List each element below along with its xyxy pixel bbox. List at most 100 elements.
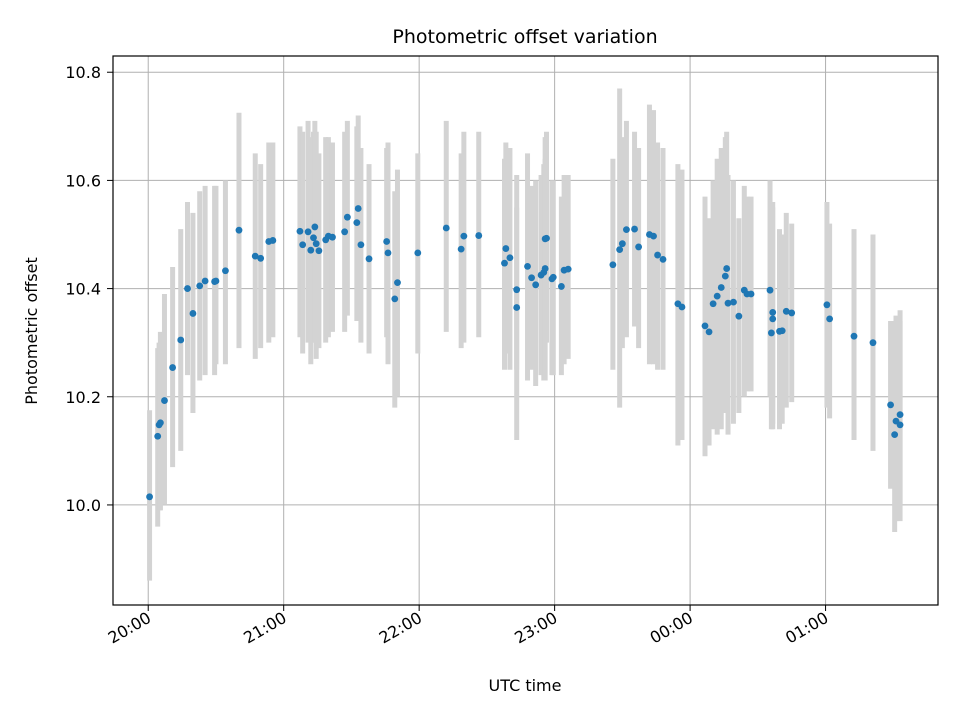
data-point <box>304 228 312 236</box>
data-point <box>869 339 877 347</box>
data-point <box>887 401 894 409</box>
data-point <box>460 232 468 240</box>
data-point <box>394 279 401 287</box>
data-point <box>354 205 362 212</box>
data-point <box>257 254 265 262</box>
data-point <box>329 233 336 241</box>
data-point <box>721 272 729 280</box>
data-point <box>532 281 540 289</box>
y-tick-label: 10.6 <box>65 171 101 190</box>
data-point <box>659 255 667 263</box>
data-point <box>184 285 191 292</box>
data-point <box>766 286 774 294</box>
data-point <box>307 246 315 254</box>
data-point <box>705 328 713 336</box>
data-point <box>896 421 904 429</box>
data-point <box>769 315 777 323</box>
plot-frame <box>112 55 939 606</box>
data-point <box>513 286 521 294</box>
data-point <box>146 493 153 501</box>
data-point <box>778 327 786 335</box>
data-point <box>635 243 643 251</box>
y-axis-label: Photometric offset <box>22 257 41 405</box>
data-point <box>609 261 617 269</box>
data-point <box>414 249 422 257</box>
data-point <box>723 265 731 272</box>
data-point <box>709 300 717 308</box>
y-tick-label: 10.8 <box>65 63 101 82</box>
data-point <box>767 329 775 337</box>
data-point <box>823 301 831 309</box>
x-axis-label: UTC time <box>489 676 562 695</box>
data-point <box>730 298 737 306</box>
data-point <box>391 295 399 303</box>
data-point <box>189 310 197 317</box>
data-point <box>177 336 185 344</box>
data-point <box>747 290 755 298</box>
data-point <box>654 251 661 259</box>
data-point <box>782 307 790 315</box>
data-point <box>357 241 365 249</box>
data-point <box>501 259 508 267</box>
data-point <box>528 274 535 282</box>
data-point <box>365 255 373 263</box>
data-point <box>506 254 514 262</box>
chart-title: Photometric offset variation <box>392 26 657 48</box>
data-point <box>154 432 162 440</box>
data-point <box>353 219 361 226</box>
data-points <box>146 205 904 501</box>
data-point <box>896 411 904 419</box>
data-point <box>201 277 209 285</box>
data-point <box>850 332 858 340</box>
data-point <box>169 364 177 371</box>
data-point <box>384 249 392 257</box>
data-point <box>315 247 323 255</box>
data-point <box>891 431 899 439</box>
data-point <box>269 237 277 244</box>
data-point <box>222 267 229 275</box>
data-point <box>616 246 624 254</box>
data-point <box>557 283 565 290</box>
data-point <box>618 240 626 248</box>
y-axis-ticks: 10.0 10.2 10.4 10.6 10.8 <box>65 63 113 515</box>
data-point <box>543 234 550 242</box>
data-point <box>724 299 732 307</box>
data-point <box>212 277 220 285</box>
data-point <box>296 227 304 235</box>
data-point <box>251 252 259 260</box>
data-point <box>383 238 391 245</box>
data-point <box>631 225 638 233</box>
data-point <box>196 282 204 290</box>
data-point <box>826 315 834 323</box>
data-point <box>311 223 319 231</box>
data-point <box>623 226 630 234</box>
data-point <box>310 234 317 242</box>
data-point <box>769 308 777 316</box>
data-point <box>343 213 351 221</box>
data-point <box>502 245 510 252</box>
data-point <box>442 224 450 232</box>
data-point <box>564 265 572 273</box>
data-point <box>235 226 243 234</box>
data-point <box>341 228 349 236</box>
data-point <box>678 303 686 311</box>
data-point <box>717 284 725 291</box>
data-point <box>299 241 307 249</box>
data-point <box>161 397 168 404</box>
data-point <box>735 312 743 320</box>
data-point <box>312 240 320 248</box>
y-tick-label: 10.2 <box>65 388 101 407</box>
y-tick-label: 10.4 <box>65 280 101 299</box>
data-point <box>549 273 557 281</box>
data-point <box>524 263 531 270</box>
data-point <box>713 292 721 300</box>
data-point <box>541 265 549 272</box>
data-point <box>157 419 164 427</box>
data-point <box>475 232 483 239</box>
y-tick-label: 10.0 <box>65 496 101 515</box>
data-point <box>650 232 657 240</box>
data-point <box>513 304 521 311</box>
data-point <box>701 322 709 330</box>
data-point <box>788 309 796 317</box>
